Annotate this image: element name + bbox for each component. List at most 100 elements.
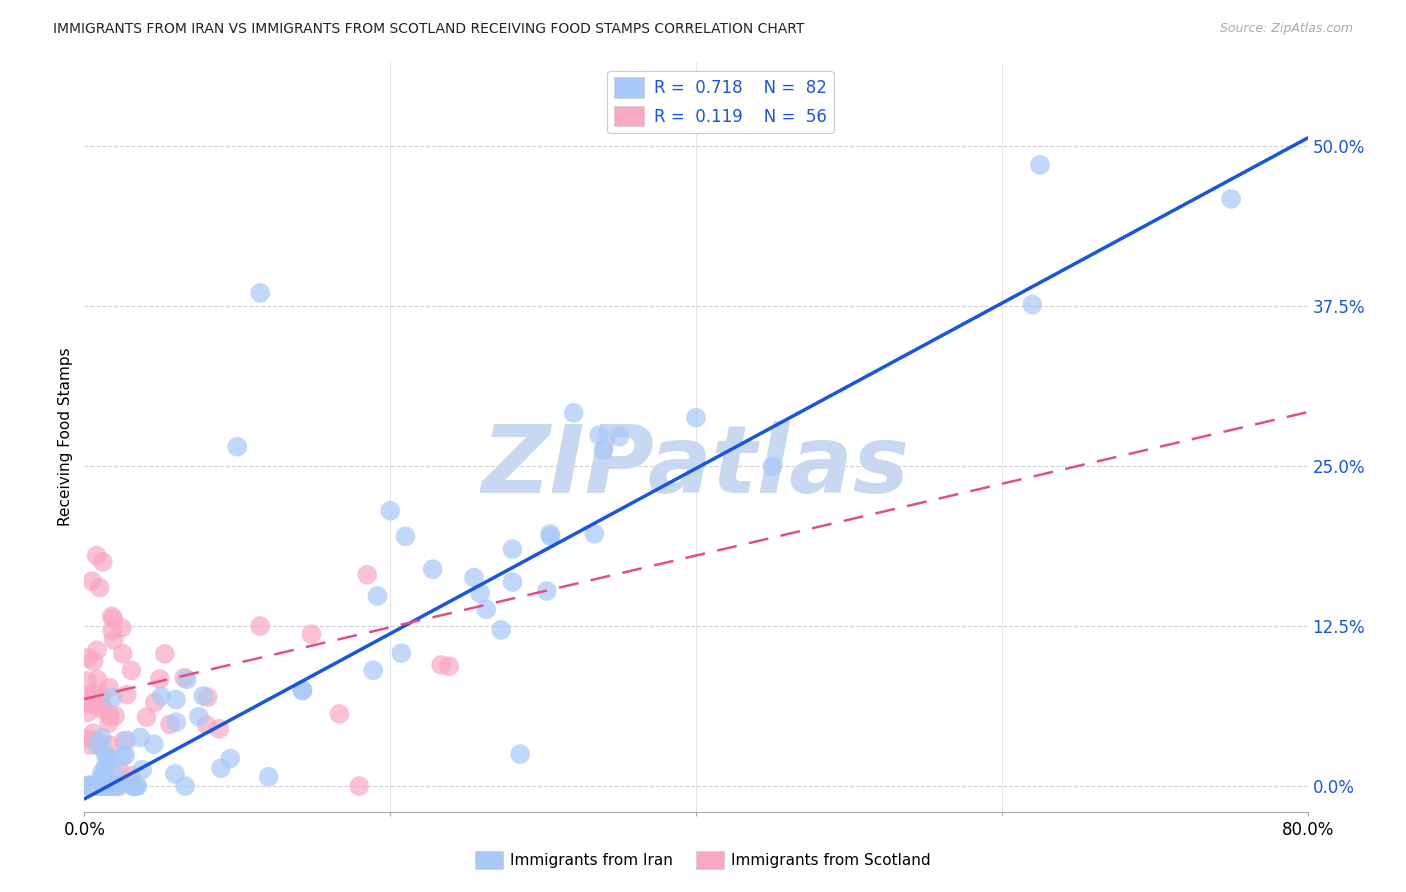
Point [94,759,117,773]
Point [91,779,114,793]
Point [83,779,105,793]
Point [94,747,117,761]
Point [98,738,121,752]
Point [389,646,412,660]
Point [208,722,231,736]
Point [291,683,314,698]
Point [89,734,111,748]
Point [226,440,249,454]
Point [86,643,108,657]
Point [86,779,108,793]
Point [122,779,145,793]
Point [80,574,103,589]
Point [96,751,118,765]
Point [165,715,187,730]
Point [509,747,531,761]
Point [93,779,115,793]
Point [107,762,129,776]
Point [91,555,114,569]
Point [301,627,323,641]
Point [90,692,112,706]
Point [82,779,104,793]
Point [86,738,108,752]
Point [97,778,120,792]
Point [761,459,783,474]
Point [135,710,157,724]
Point [103,632,125,647]
Point [1021,297,1043,311]
Point [588,428,610,442]
Point [127,779,149,793]
Point [188,709,211,723]
Point [82,691,104,706]
Text: Source: ZipAtlas.com: Source: ZipAtlas.com [1219,22,1353,36]
Point [174,779,197,793]
Point [77,779,100,793]
Point [98,715,121,730]
Point [91,765,114,780]
Point [111,621,134,635]
Point [430,657,453,672]
Point [101,624,124,638]
Point [439,659,461,673]
Point [349,779,371,793]
Point [111,749,134,764]
Point [76,651,98,665]
Point [90,771,112,785]
Point [540,529,562,543]
Point [219,751,242,765]
Point [87,779,110,793]
Point [79,779,101,793]
Point [502,575,524,590]
Point [104,708,127,723]
Point [83,690,105,704]
Point [103,612,125,626]
Point [153,647,176,661]
Point [249,619,271,633]
Point [108,779,131,793]
Point [257,770,280,784]
Point [463,571,485,585]
Point [150,690,173,704]
Point [114,748,136,763]
Point [475,602,498,616]
Point [76,731,98,746]
Point [105,779,128,793]
Point [98,708,121,723]
Point [142,737,165,751]
Point [609,430,631,444]
Point [209,761,232,775]
Point [77,779,100,793]
Point [159,717,181,731]
Point [583,526,606,541]
Point [356,567,378,582]
Point [120,769,142,783]
Point [90,688,112,702]
Point [592,442,614,457]
Point [163,766,186,780]
Point [79,738,101,752]
Point [86,549,108,563]
Point [80,698,103,712]
Point [101,690,124,705]
Point [143,695,166,709]
Point [536,584,558,599]
Point [328,706,350,721]
Point [100,609,122,624]
Point [76,706,98,720]
Point [149,672,172,686]
Point [98,779,121,793]
Text: IMMIGRANTS FROM IRAN VS IMMIGRANTS FROM SCOTLAND RECEIVING FOOD STAMPS CORRELATI: IMMIGRANTS FROM IRAN VS IMMIGRANTS FROM … [53,22,804,37]
Point [105,779,128,793]
Point [502,542,524,557]
Point [80,687,103,701]
Y-axis label: Receiving Food Stamps: Receiving Food Stamps [58,348,73,526]
Point [93,701,115,715]
Point [291,683,314,698]
Text: ZIPatlas: ZIPatlas [482,421,910,513]
Point [94,771,117,785]
Point [538,527,561,541]
Point [468,586,491,600]
Point [76,673,98,688]
Point [489,623,512,637]
